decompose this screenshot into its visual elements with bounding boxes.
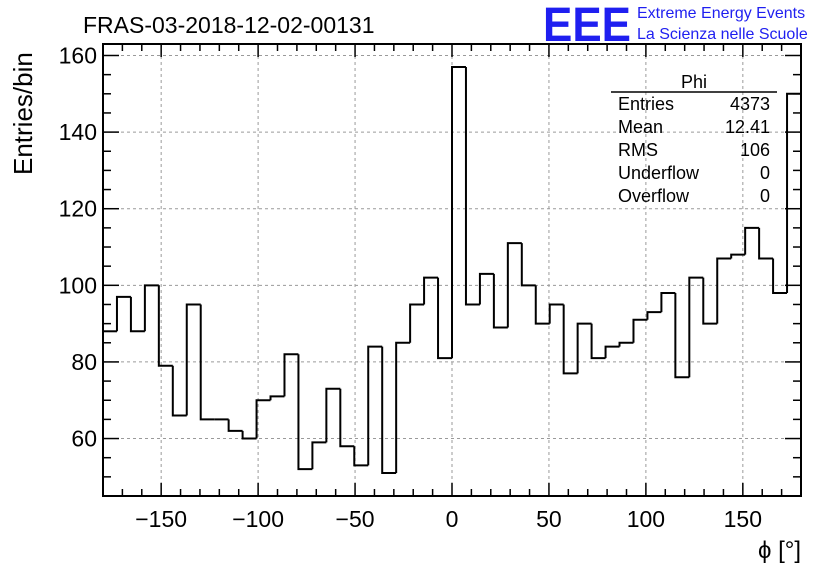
x-tick-label: 0 [446,506,459,532]
logo-line-1: Extreme Energy Events [637,5,805,22]
y-tick-label: 80 [71,349,97,375]
histogram-bin [772,258,788,294]
histogram-bin [730,253,746,259]
stats-rows: Entries 4373 Mean 12.41 RMS 106 Underflow 0 Over… [618,94,770,206]
histogram-bin [688,276,704,378]
histogram-bin [520,243,536,287]
histogram-bin [241,430,257,440]
x-tick-label: −100 [232,506,284,532]
histogram-bin [157,285,173,367]
histogram-bin [423,276,439,305]
histogram-bin [283,353,299,397]
histogram-bin [660,291,676,313]
histogram-bin [437,277,452,360]
stats-value: 0 [760,163,770,183]
stats-label: Underflow [618,163,700,183]
histogram-bin [255,399,271,439]
histogram-bin [395,341,411,474]
histogram-bin [534,285,550,325]
x-tick-label: −50 [336,506,375,532]
histogram-bin [576,322,592,374]
histogram-bin [227,419,243,432]
chart-title: FRAS-03-2018-12-02-00131 [83,12,375,38]
x-tick-label: 150 [724,506,762,532]
histogram-bin [143,284,159,332]
histogram-bin [786,92,801,293]
plot-frame [102,43,802,497]
y-tick-label: 140 [59,119,97,145]
histogram-bin [311,441,327,470]
stats-label: RMS [618,140,658,160]
stats-value: 106 [740,140,770,160]
histogram-bin [325,387,341,443]
y-tick-label: 160 [59,42,97,68]
histogram-bin [451,65,466,359]
histogram-bin [297,354,313,471]
stats-label: Mean [618,117,663,137]
x-axis-label: ϕ [°] [758,537,801,564]
histogram-bin [269,395,285,401]
y-tick-label: 120 [59,196,97,222]
histogram-bin [646,311,662,320]
tick-labels: −150 −100 −50 0 50 100 150 60 80 100 120 140 160 [59,42,762,532]
histogram-bin [115,295,131,332]
histogram-bin [702,277,718,325]
histogram-bin [674,292,690,379]
histogram-bin [185,303,201,416]
histogram-bin [618,341,634,347]
histogram-layer [103,65,801,475]
stats-value: 4373 [730,94,770,114]
logo-line-2: La Scienza nelle Scuole [637,26,808,43]
stats-value: 12.41 [725,117,770,137]
y-tick-label: 100 [59,272,97,298]
histogram-bin [129,296,145,333]
histogram-bin [758,227,774,260]
stats-name: Phi [681,72,707,92]
histogram-bin [632,318,648,343]
y-tick-label: 60 [71,426,97,452]
histogram-bin [716,257,732,324]
stats-box: Phi Entries 4373 Mean 12.41 RMS 106 Underflow 0… [611,72,777,206]
histogram-bin [199,304,215,421]
x-tick-label: 50 [536,506,562,532]
histogram-bin [171,365,187,417]
histogram-bin [590,323,606,360]
histogram-bin [492,273,508,329]
histogram-bin [562,304,578,375]
histogram-bin [478,272,494,305]
y-axis-label: Entries/bin [8,52,38,175]
stats-label: Overflow [618,186,690,206]
stats-value: 0 [760,186,770,206]
stats-label: Entries [618,94,674,114]
x-tick-label: −150 [135,506,187,532]
histogram-bin [604,345,620,359]
histogram-bin [339,388,355,448]
histogram-bin [464,66,480,306]
histogram-bin [409,303,425,343]
histogram-bin [381,346,397,475]
axis-ticks [102,44,802,496]
x-tick-label: 100 [627,506,665,532]
histogram-bin [353,446,369,467]
histogram-bin [744,226,760,255]
histogram-bin [367,345,383,466]
histogram-bin [506,242,522,328]
histogram-bin [548,303,564,324]
